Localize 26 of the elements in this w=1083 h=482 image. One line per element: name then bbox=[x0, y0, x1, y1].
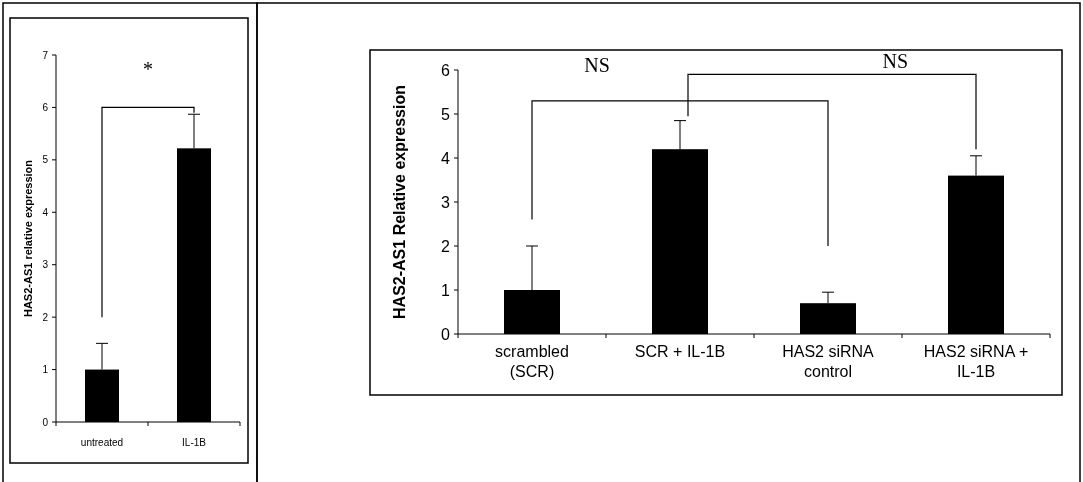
y-tick-label: 1 bbox=[441, 281, 451, 299]
y-tick-label: 4 bbox=[42, 206, 49, 218]
y-tick-label: 1 bbox=[42, 364, 49, 376]
y-tick-label: 3 bbox=[441, 193, 451, 211]
y-tick-label: 3 bbox=[42, 259, 49, 271]
x-tick-label: HAS2 siRNA control bbox=[782, 343, 875, 380]
annotation: NS bbox=[584, 54, 610, 77]
x-tick-label: scrambled (SCR) bbox=[495, 343, 569, 380]
annotation: NS bbox=[882, 49, 909, 72]
y-tick-label: 6 bbox=[441, 61, 451, 79]
y-tick-label: 2 bbox=[42, 311, 49, 323]
y-tick-label: 6 bbox=[42, 101, 49, 113]
y-tick-label: 5 bbox=[441, 105, 451, 123]
y-axis-title: HAS2-AS1 relative expression bbox=[22, 159, 34, 318]
y-tick-label: 0 bbox=[441, 325, 451, 343]
y-axis-title: HAS2-AS1 Relative expression bbox=[391, 85, 408, 319]
y-tick-label: 0 bbox=[42, 416, 49, 428]
x-tick-label: IL-1B bbox=[182, 437, 207, 448]
x-tick-label: untreated bbox=[80, 437, 124, 448]
y-tick-label: 7 bbox=[42, 49, 49, 61]
y-tick-label: 5 bbox=[42, 154, 49, 166]
y-tick-label: 4 bbox=[441, 149, 451, 167]
x-tick-label: HAS2 siRNA + IL-1B bbox=[923, 343, 1029, 380]
y-tick-label: 2 bbox=[441, 237, 451, 255]
x-tick-label: SCR + IL-1B bbox=[634, 343, 726, 360]
annotation: * bbox=[143, 57, 153, 80]
